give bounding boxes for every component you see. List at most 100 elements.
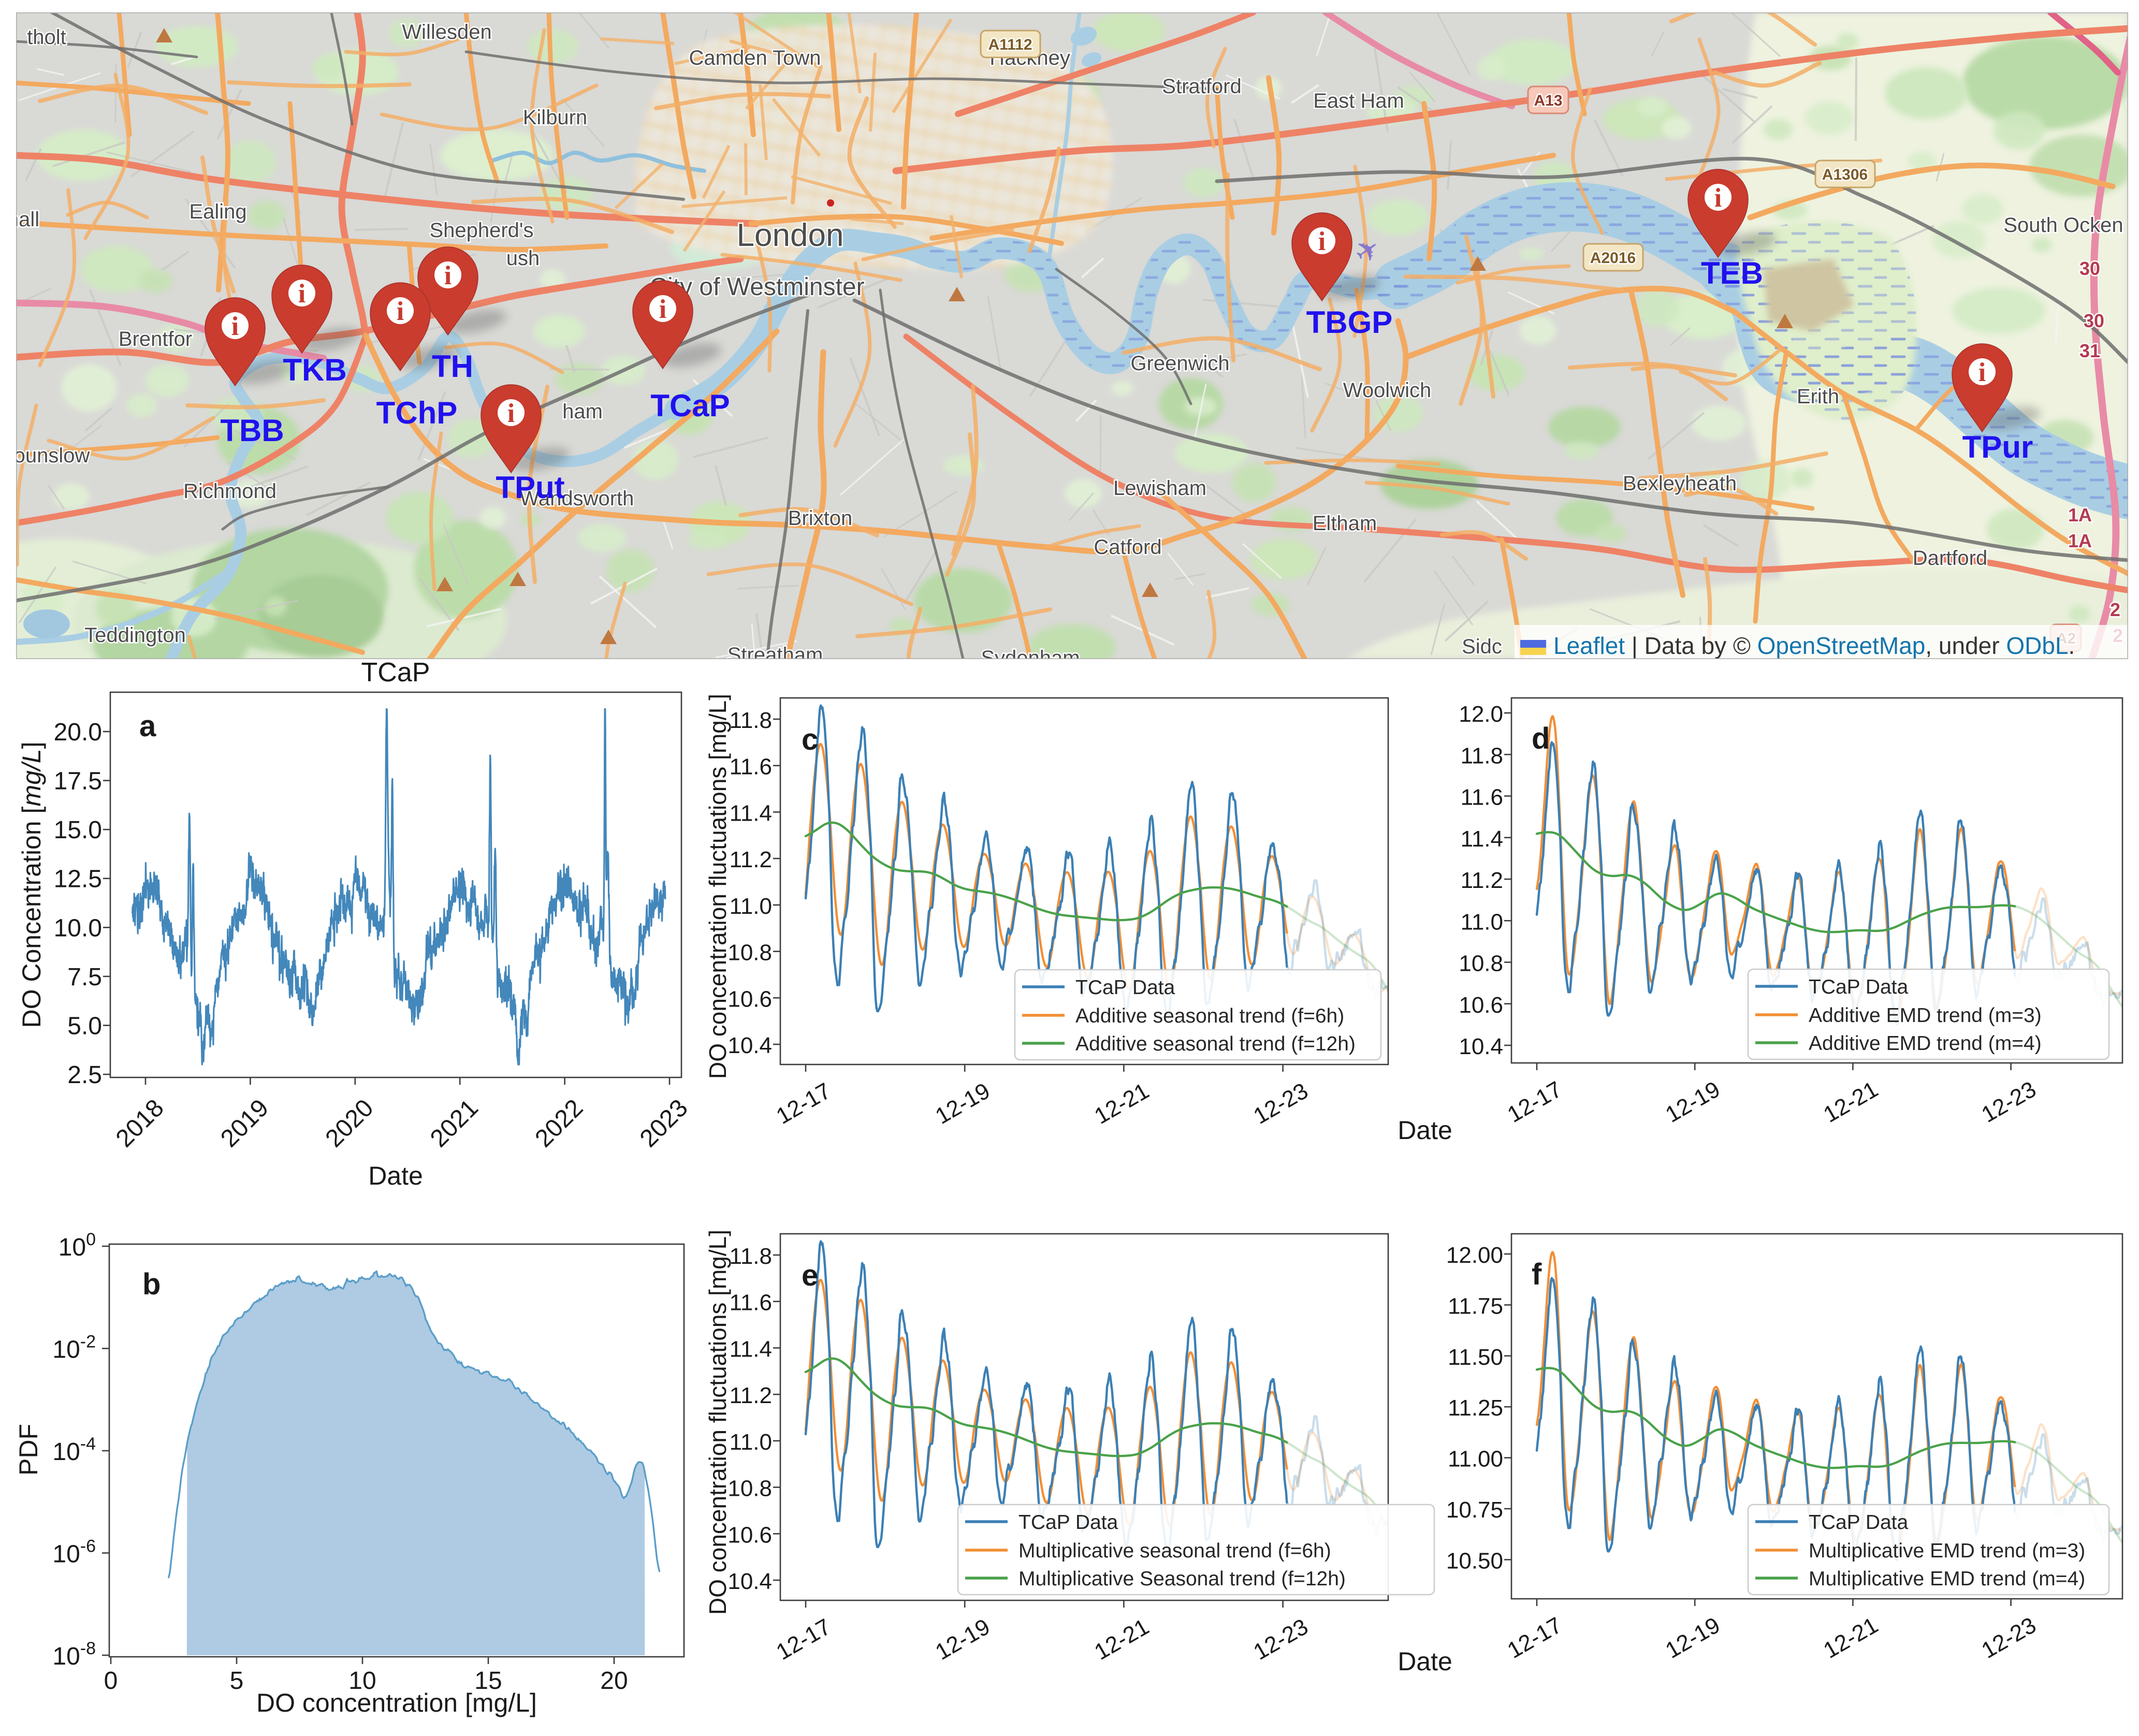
svg-text:TCaP Data: TCaP Data xyxy=(1809,976,1909,998)
svg-text:11.6: 11.6 xyxy=(1461,785,1503,810)
svg-text:10.4: 10.4 xyxy=(727,1569,772,1594)
svg-text:2: 2 xyxy=(2110,599,2120,620)
svg-text:5.0: 5.0 xyxy=(67,1012,102,1040)
svg-text:12-17: 12-17 xyxy=(1503,1076,1566,1128)
svg-text:10-2: 10-2 xyxy=(52,1332,96,1364)
svg-text:10.8: 10.8 xyxy=(727,1476,772,1501)
svg-text:f: f xyxy=(1532,1258,1542,1291)
svg-text:11.4: 11.4 xyxy=(730,800,772,826)
svg-text:Erith: Erith xyxy=(1797,385,1839,408)
svg-text:11.25: 11.25 xyxy=(1448,1395,1503,1421)
svg-text:Sidc: Sidc xyxy=(1462,635,1502,658)
svg-text:Bexleyheath: Bexleyheath xyxy=(1623,472,1737,495)
svg-text:Additive seasonal trend (f=6h): Additive seasonal trend (f=6h) xyxy=(1075,1005,1344,1027)
svg-text:DO concentration [mg/L]: DO concentration [mg/L] xyxy=(256,1688,537,1717)
svg-text:i: i xyxy=(1714,183,1722,213)
svg-text:A1306: A1306 xyxy=(1822,166,1868,183)
svg-text:11.6: 11.6 xyxy=(730,754,772,780)
svg-text:15: 15 xyxy=(474,1667,502,1695)
svg-text:10-6: 10-6 xyxy=(52,1537,96,1568)
svg-text:2018: 2018 xyxy=(111,1094,169,1153)
svg-text:10.75: 10.75 xyxy=(1446,1497,1503,1523)
svg-text:12-19: 12-19 xyxy=(931,1614,994,1665)
svg-text:TEB: TEB xyxy=(1701,256,1763,290)
svg-text:Multiplicative seasonal trend: Multiplicative seasonal trend (f=6h) xyxy=(1018,1540,1331,1562)
svg-text:Greenwich: Greenwich xyxy=(1130,352,1229,375)
svg-text:30: 30 xyxy=(2084,310,2104,331)
svg-text:nall: nall xyxy=(7,208,39,231)
svg-text:2020: 2020 xyxy=(321,1094,379,1153)
svg-text:11.4: 11.4 xyxy=(730,1336,772,1362)
svg-text:12-17: 12-17 xyxy=(772,1614,835,1665)
svg-text:TCaP Data: TCaP Data xyxy=(1809,1511,1909,1534)
svg-text:London: London xyxy=(737,217,844,253)
svg-text:10.4: 10.4 xyxy=(727,1033,772,1058)
svg-text:Shepherd's: Shepherd's xyxy=(429,219,533,242)
svg-text:PDF: PDF xyxy=(14,1424,43,1476)
svg-text:Multiplicative Seasonal trend: Multiplicative Seasonal trend (f=12h) xyxy=(1018,1568,1346,1590)
svg-text:12-23: 12-23 xyxy=(1977,1612,2041,1664)
svg-text:ham: ham xyxy=(562,400,603,423)
svg-text:i: i xyxy=(507,399,515,428)
svg-text:11.0: 11.0 xyxy=(730,1429,772,1455)
svg-text:10.6: 10.6 xyxy=(727,1522,772,1548)
svg-text:2021: 2021 xyxy=(425,1094,484,1153)
svg-text:a: a xyxy=(139,709,156,743)
svg-text:2022: 2022 xyxy=(530,1094,588,1153)
svg-text:DO Concentration [mg/L]: DO Concentration [mg/L] xyxy=(17,741,46,1028)
svg-text:d: d xyxy=(1532,722,1550,755)
svg-text:i: i xyxy=(444,261,452,290)
svg-text:17.5: 17.5 xyxy=(54,768,102,795)
svg-text:Richmond: Richmond xyxy=(183,480,277,503)
svg-text:Additive EMD trend (m=4): Additive EMD trend (m=4) xyxy=(1809,1032,2042,1055)
svg-text:11.2: 11.2 xyxy=(730,847,772,872)
svg-text:Camden Town: Camden Town xyxy=(689,47,821,69)
svg-text:10.8: 10.8 xyxy=(727,940,772,966)
svg-text:i: i xyxy=(397,297,404,326)
svg-text:5: 5 xyxy=(230,1667,244,1695)
svg-text:DO concentration fluctuations: DO concentration fluctuations [mg/L] xyxy=(704,694,731,1079)
svg-text:Additive EMD trend (m=3): Additive EMD trend (m=3) xyxy=(1809,1004,2042,1027)
svg-text:12-21: 12-21 xyxy=(1819,1612,1882,1664)
svg-text:Date: Date xyxy=(368,1161,423,1190)
svg-text:ounslow: ounslow xyxy=(14,444,90,467)
svg-text:Streatham: Streatham xyxy=(727,644,823,666)
svg-text:12-17: 12-17 xyxy=(772,1078,835,1129)
svg-text:11.0: 11.0 xyxy=(1461,909,1503,935)
svg-text:Woolwich: Woolwich xyxy=(1343,379,1431,402)
svg-text:tholt: tholt xyxy=(27,26,66,49)
svg-text:i: i xyxy=(659,295,666,324)
svg-text:A2016: A2016 xyxy=(1590,250,1636,267)
svg-text:e: e xyxy=(802,1259,818,1292)
svg-text:11.50: 11.50 xyxy=(1448,1345,1503,1370)
svg-text:11.8: 11.8 xyxy=(730,1244,772,1269)
svg-text:Stratford: Stratford xyxy=(1162,75,1241,98)
svg-text:11.0: 11.0 xyxy=(730,894,772,919)
svg-text:12-23: 12-23 xyxy=(1249,1614,1313,1665)
svg-text:7.5: 7.5 xyxy=(67,964,102,991)
svg-text:12-19: 12-19 xyxy=(1661,1612,1724,1664)
svg-text:Kilburn: Kilburn xyxy=(523,106,588,129)
svg-text:Dartford: Dartford xyxy=(1913,547,1988,570)
svg-text:10-4: 10-4 xyxy=(52,1434,96,1466)
svg-text:South Ocken: South Ocken xyxy=(2003,214,2123,237)
svg-text:i: i xyxy=(1318,227,1326,256)
svg-text:TBB: TBB xyxy=(220,413,284,448)
svg-text:Multiplicative EMD trend (m=3): Multiplicative EMD trend (m=3) xyxy=(1809,1540,2085,1562)
svg-text:1A: 1A xyxy=(2068,530,2092,551)
svg-text:Teddington: Teddington xyxy=(84,624,186,647)
svg-text:12-23: 12-23 xyxy=(1249,1078,1313,1129)
svg-text:12.00: 12.00 xyxy=(1446,1243,1503,1268)
svg-text:i: i xyxy=(1978,358,1986,387)
svg-text:2.5: 2.5 xyxy=(67,1061,102,1089)
svg-text:30: 30 xyxy=(2079,258,2100,279)
svg-text:Date: Date xyxy=(1398,1116,1452,1145)
svg-text:15.0: 15.0 xyxy=(54,816,102,844)
svg-text:Eltham: Eltham xyxy=(1313,512,1377,535)
svg-text:2023: 2023 xyxy=(635,1094,693,1153)
svg-text:TCaP: TCaP xyxy=(361,658,430,688)
svg-text:Brixton: Brixton xyxy=(788,507,853,530)
svg-text:ush: ush xyxy=(506,247,540,270)
svg-text:TPut: TPut xyxy=(496,470,564,505)
svg-text:Sydenham: Sydenham xyxy=(981,647,1080,669)
